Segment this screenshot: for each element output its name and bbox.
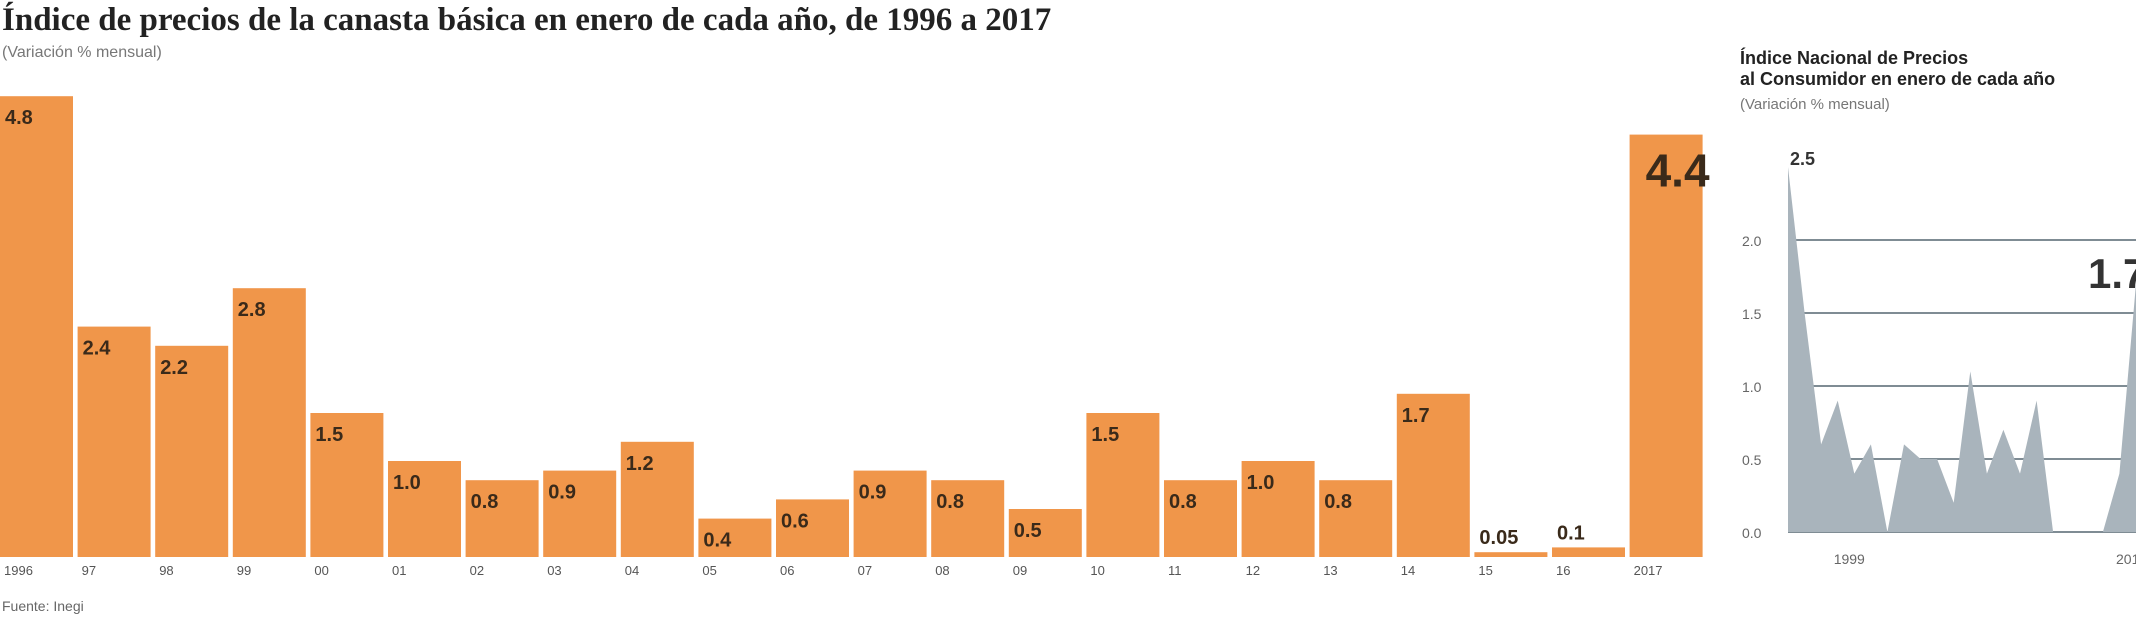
x-tick-label: 99 [237, 563, 251, 578]
bar [1164, 480, 1237, 557]
bar [0, 96, 73, 557]
side-title-line-2: al Consumidor en enero de cada año [1740, 69, 2056, 89]
main-chart-title: Índice de precios de la canasta básica e… [2, 2, 1052, 38]
x-tick-label: 2017 [2116, 551, 2136, 567]
bar-value-label: 0.1 [1557, 522, 1585, 544]
bar [931, 480, 1005, 557]
x-tick-label: 08 [935, 563, 949, 578]
x-tick-label: 09 [1013, 563, 1027, 578]
bar-value-label: 0.9 [548, 482, 576, 504]
bar [310, 413, 384, 557]
bar [1319, 480, 1393, 557]
start-value-label: 2.5 [1790, 149, 1815, 169]
bar [465, 480, 539, 557]
source-note: Fuente: Inegi [2, 598, 84, 614]
x-tick-label: 00 [314, 563, 328, 578]
x-tick-label: 16 [1556, 563, 1570, 578]
bar [1552, 547, 1625, 557]
x-tick-label: 13 [1323, 563, 1337, 578]
bar [698, 518, 772, 557]
bar-value-label: 1.2 [626, 453, 654, 475]
bar-value-label: 0.6 [781, 510, 809, 532]
x-tick-label: 05 [702, 563, 716, 578]
bar-value-label: 2.2 [160, 357, 188, 379]
area-chart: 0.0 0.5 1.0 1.5 2.0 2.5 1.7 1999 2017 [1742, 149, 2136, 567]
bar-value-label: 4.4 [1646, 145, 1710, 197]
y-tick-label: 1.5 [1742, 306, 1762, 322]
x-tick-label: 07 [858, 563, 872, 578]
bar [853, 470, 927, 557]
x-tick-label: 02 [470, 563, 484, 578]
bar-value-label: 0.5 [1014, 520, 1042, 542]
x-tick-label: 10 [1090, 563, 1104, 578]
bar [155, 345, 229, 557]
side-chart-title: Índice Nacional de Precios al Consumidor… [1740, 48, 2055, 90]
bar [1629, 134, 1703, 557]
main-chart-subtitle: (Variación % mensual) [2, 44, 162, 61]
x-tick-label: 1999 [1834, 551, 1865, 567]
bar [1241, 461, 1315, 557]
x-tick-label: 12 [1246, 563, 1260, 578]
bar [1086, 413, 1160, 557]
bar [232, 288, 306, 557]
y-tick-label: 0.0 [1742, 525, 1762, 541]
y-tick-label: 1.0 [1742, 379, 1762, 395]
bar-value-label: 0.9 [859, 482, 887, 504]
bar-value-label: 0.8 [936, 491, 964, 513]
x-tick-label: 2017 [1634, 563, 1663, 578]
x-tick-label: 1996 [4, 563, 33, 578]
x-tick-label: 15 [1478, 563, 1492, 578]
bar [543, 470, 617, 557]
bar-value-label: 0.8 [471, 491, 499, 513]
bar [1396, 393, 1470, 557]
bar-value-label: 0.4 [703, 530, 732, 552]
bar [1474, 552, 1548, 557]
y-tick-label: 2.0 [1742, 233, 1762, 249]
area-series [1788, 167, 2136, 532]
x-tick-label: 97 [82, 563, 96, 578]
x-tick-label: 03 [547, 563, 561, 578]
x-tick-label: 04 [625, 563, 639, 578]
bar [1008, 509, 1082, 557]
x-tick-label: 06 [780, 563, 794, 578]
bar-value-label: 1.7 [1402, 405, 1430, 427]
bar-value-label: 0.8 [1324, 491, 1352, 513]
bar-value-label: 4.8 [5, 107, 33, 129]
bar-value-label: 0.8 [1169, 491, 1197, 513]
bar-value-label: 1.5 [315, 424, 343, 446]
bar-value-label: 2.4 [83, 338, 112, 360]
bar [620, 441, 694, 557]
bar [77, 326, 151, 557]
bar-value-label: 1.5 [1091, 424, 1119, 446]
bar-value-label: 1.0 [1247, 472, 1275, 494]
bar [388, 461, 461, 557]
y-tick-label: 0.5 [1742, 452, 1762, 468]
x-tick-label: 11 [1168, 563, 1182, 578]
bar [776, 499, 849, 557]
x-tick-label: 14 [1401, 563, 1415, 578]
bar-value-label: 0.05 [1479, 527, 1518, 549]
end-value-label: 1.7 [2088, 250, 2136, 297]
bar-chart: 4.8 1996 2.4 97 2.2 98 2.8 99 1.5 00 1.0 01 0.8 02 0.9… [0, 96, 1710, 578]
x-tick-label: 98 [159, 563, 173, 578]
x-tick-label: 01 [392, 563, 406, 578]
side-chart-subtitle: (Variación % mensual) [1740, 96, 1890, 113]
bar-value-label: 2.8 [238, 299, 266, 321]
bar-value-label: 1.0 [393, 472, 421, 494]
side-title-line-1: Índice Nacional de Precios [1740, 48, 1969, 68]
